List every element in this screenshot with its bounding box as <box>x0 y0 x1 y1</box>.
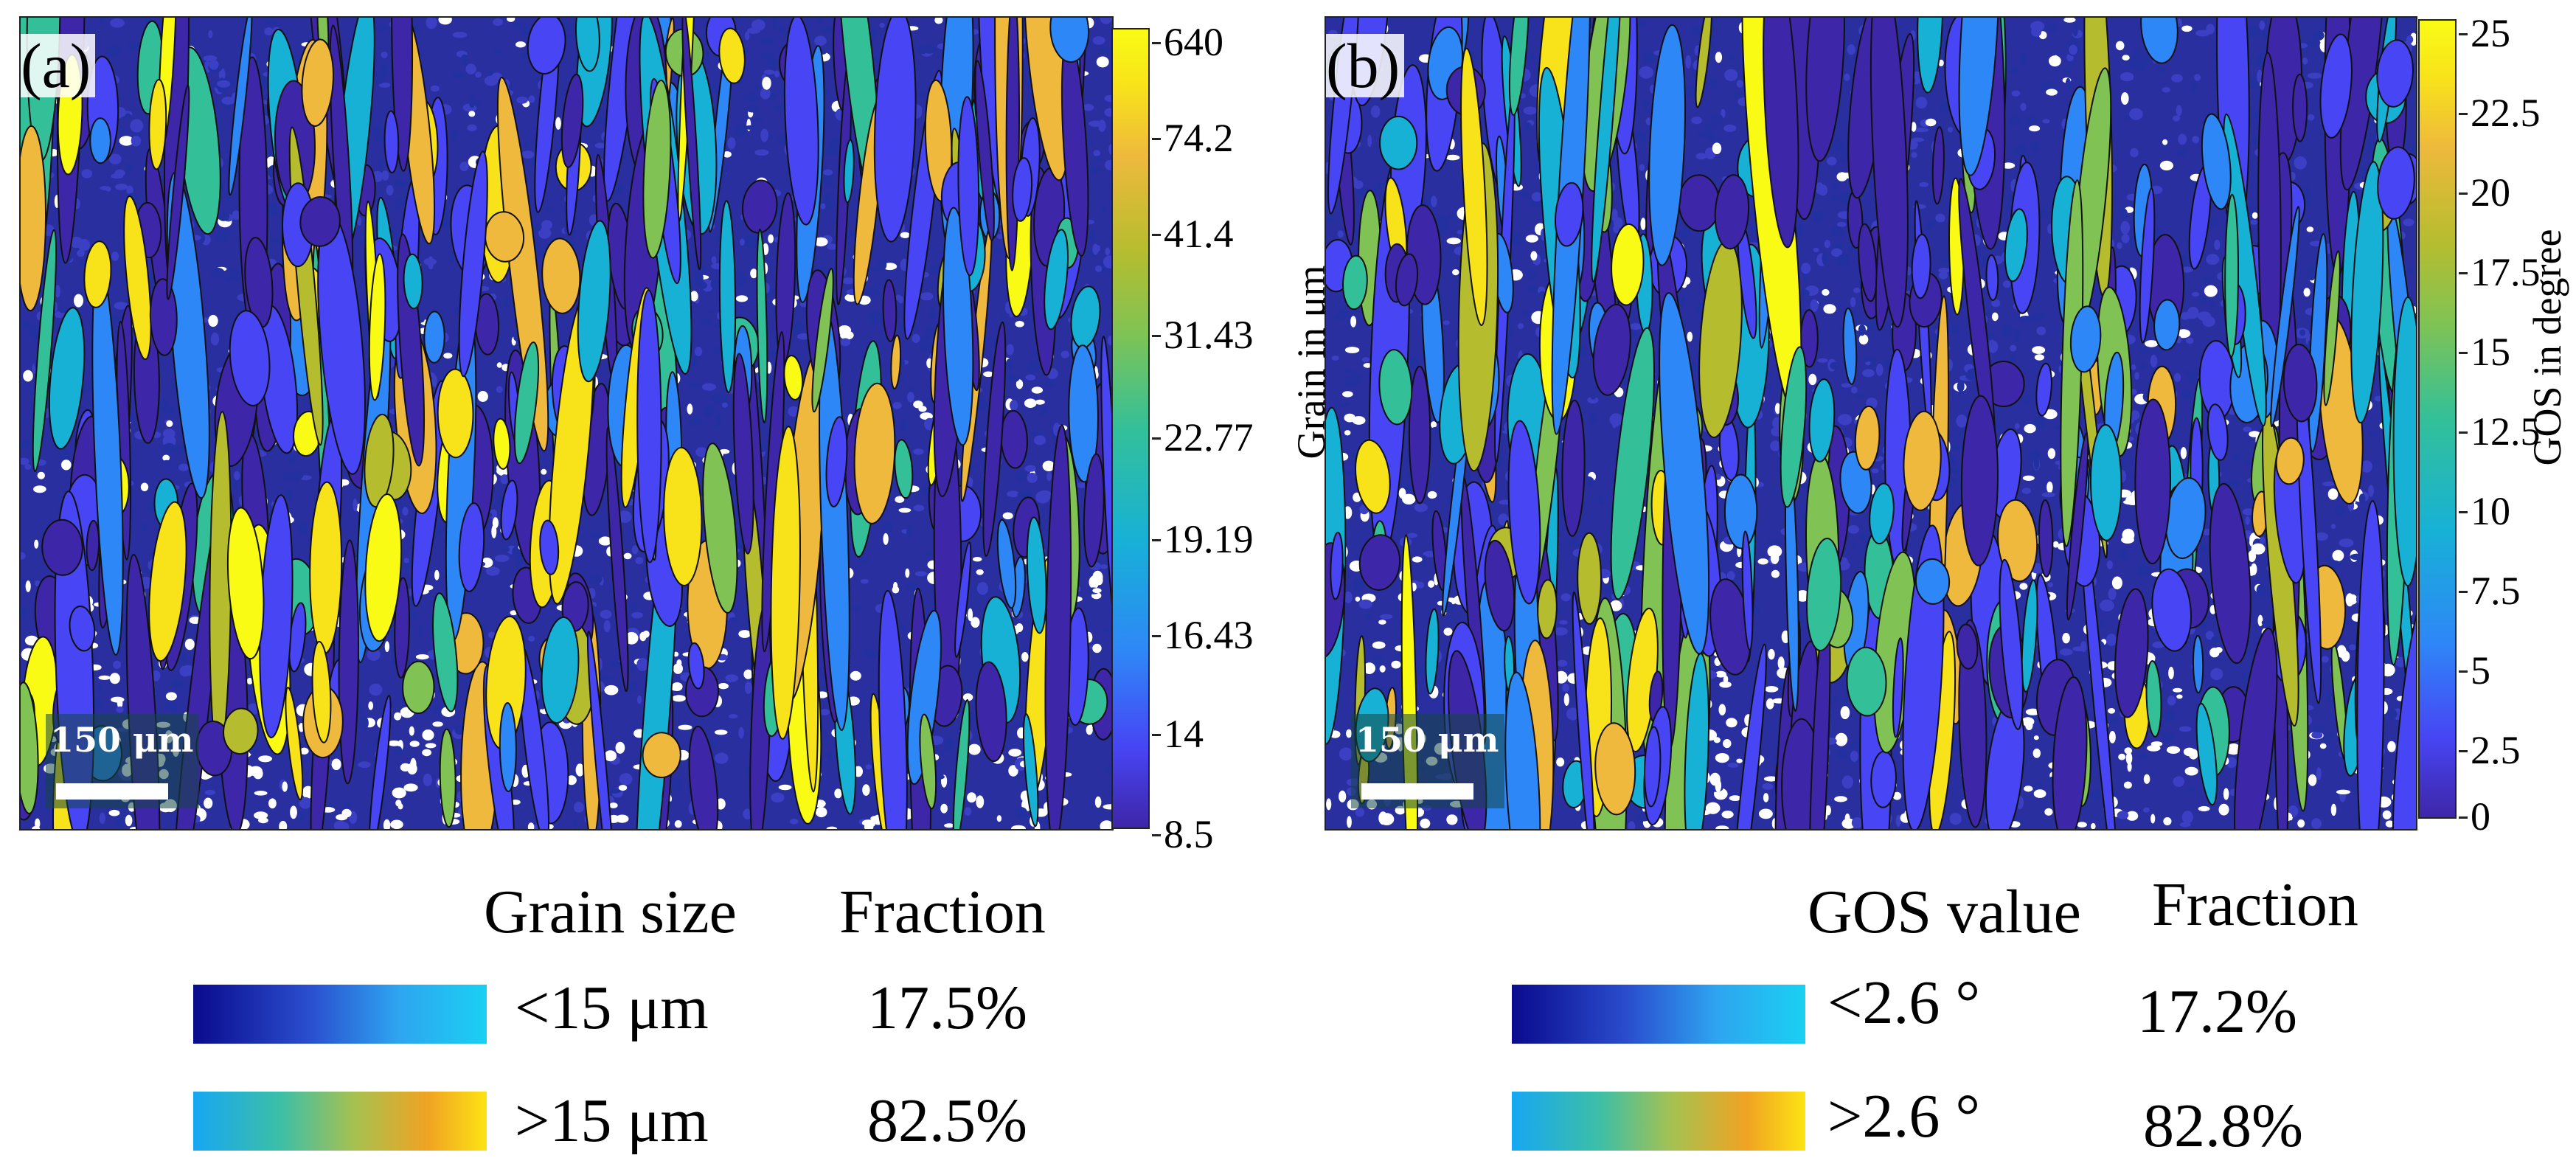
tick-b-7: 7.5 <box>2459 569 2521 613</box>
legend-b-fraction-low: 17.2% <box>2137 977 2297 1046</box>
colorbar-gos <box>2418 19 2457 819</box>
legend-a-swatch-high <box>193 1092 487 1151</box>
tick-a-7: 14 <box>1152 712 1204 756</box>
scale-bar-b: 150 μm <box>1351 714 1504 808</box>
legend-b-fraction-high: 82.8% <box>2143 1092 2303 1160</box>
scale-bar-line-b <box>1361 783 1473 800</box>
panel-label-a: (a) <box>21 34 96 97</box>
tick-b-3: 17.5 <box>2459 250 2541 294</box>
legend-b-swatch-high <box>1512 1092 1805 1151</box>
tick-a-4: 22.77 <box>1152 415 1254 460</box>
legend-a-range-high: >15 μm <box>515 1086 709 1155</box>
tick-b-0: 25 <box>2459 11 2510 55</box>
legend-a-header-fraction: Fraction <box>839 878 1046 946</box>
panel-label-b: (b) <box>1326 34 1405 97</box>
legend-b-range-high: >2.6 ° <box>1827 1082 1980 1151</box>
ebsd-grain-size-map: (a) 150 μm <box>19 16 1114 831</box>
legend-b-header-fraction: Fraction <box>2152 870 2358 939</box>
legend-a-header-quantity: Grain size <box>484 878 737 946</box>
tick-a-3: 31.43 <box>1152 313 1254 357</box>
colorbar-grain-size <box>1111 28 1150 829</box>
scale-bar-label-b: 150 μm <box>1355 720 1499 760</box>
colorbar-title-b: GOS in degree <box>2525 229 2569 466</box>
tick-a-0: 640 <box>1152 20 1223 64</box>
ebsd-gos-map: (b) 150 μm <box>1325 16 2417 831</box>
tick-b-2: 20 <box>2459 170 2510 215</box>
grain-size-map-image <box>21 18 1112 829</box>
tick-b-4: 15 <box>2459 330 2510 374</box>
legend-b-header-quantity: GOS value <box>1808 878 2081 946</box>
legend-a-fraction-high: 82.5% <box>867 1086 1027 1155</box>
legend-b-swatch-low <box>1512 985 1805 1044</box>
gos-map-image <box>1326 18 2416 829</box>
tick-b-10: 0 <box>2459 794 2490 839</box>
legend-b-range-low: <2.6 ° <box>1827 968 1980 1037</box>
scale-bar-line-a <box>56 783 168 800</box>
tick-a-8: 8.5 <box>1152 812 1214 856</box>
tick-a-6: 16.43 <box>1152 613 1254 657</box>
scale-bar-a: 150 μm <box>46 714 199 808</box>
tick-b-9: 2.5 <box>2459 728 2521 772</box>
legend-a-fraction-low: 17.5% <box>867 974 1027 1042</box>
legend-a-range-low: <15 μm <box>515 974 709 1042</box>
scale-bar-label-a: 150 μm <box>50 720 194 760</box>
tick-b-6: 10 <box>2459 489 2510 533</box>
tick-a-1: 74.2 <box>1152 116 1234 160</box>
tick-b-5: 12.5 <box>2459 409 2541 454</box>
tick-b-1: 22.5 <box>2459 91 2541 135</box>
tick-a-5: 19.19 <box>1152 517 1254 561</box>
tick-b-8: 5 <box>2459 648 2490 693</box>
legend-a-swatch-low <box>193 985 487 1044</box>
tick-a-2: 41.4 <box>1152 212 1234 256</box>
